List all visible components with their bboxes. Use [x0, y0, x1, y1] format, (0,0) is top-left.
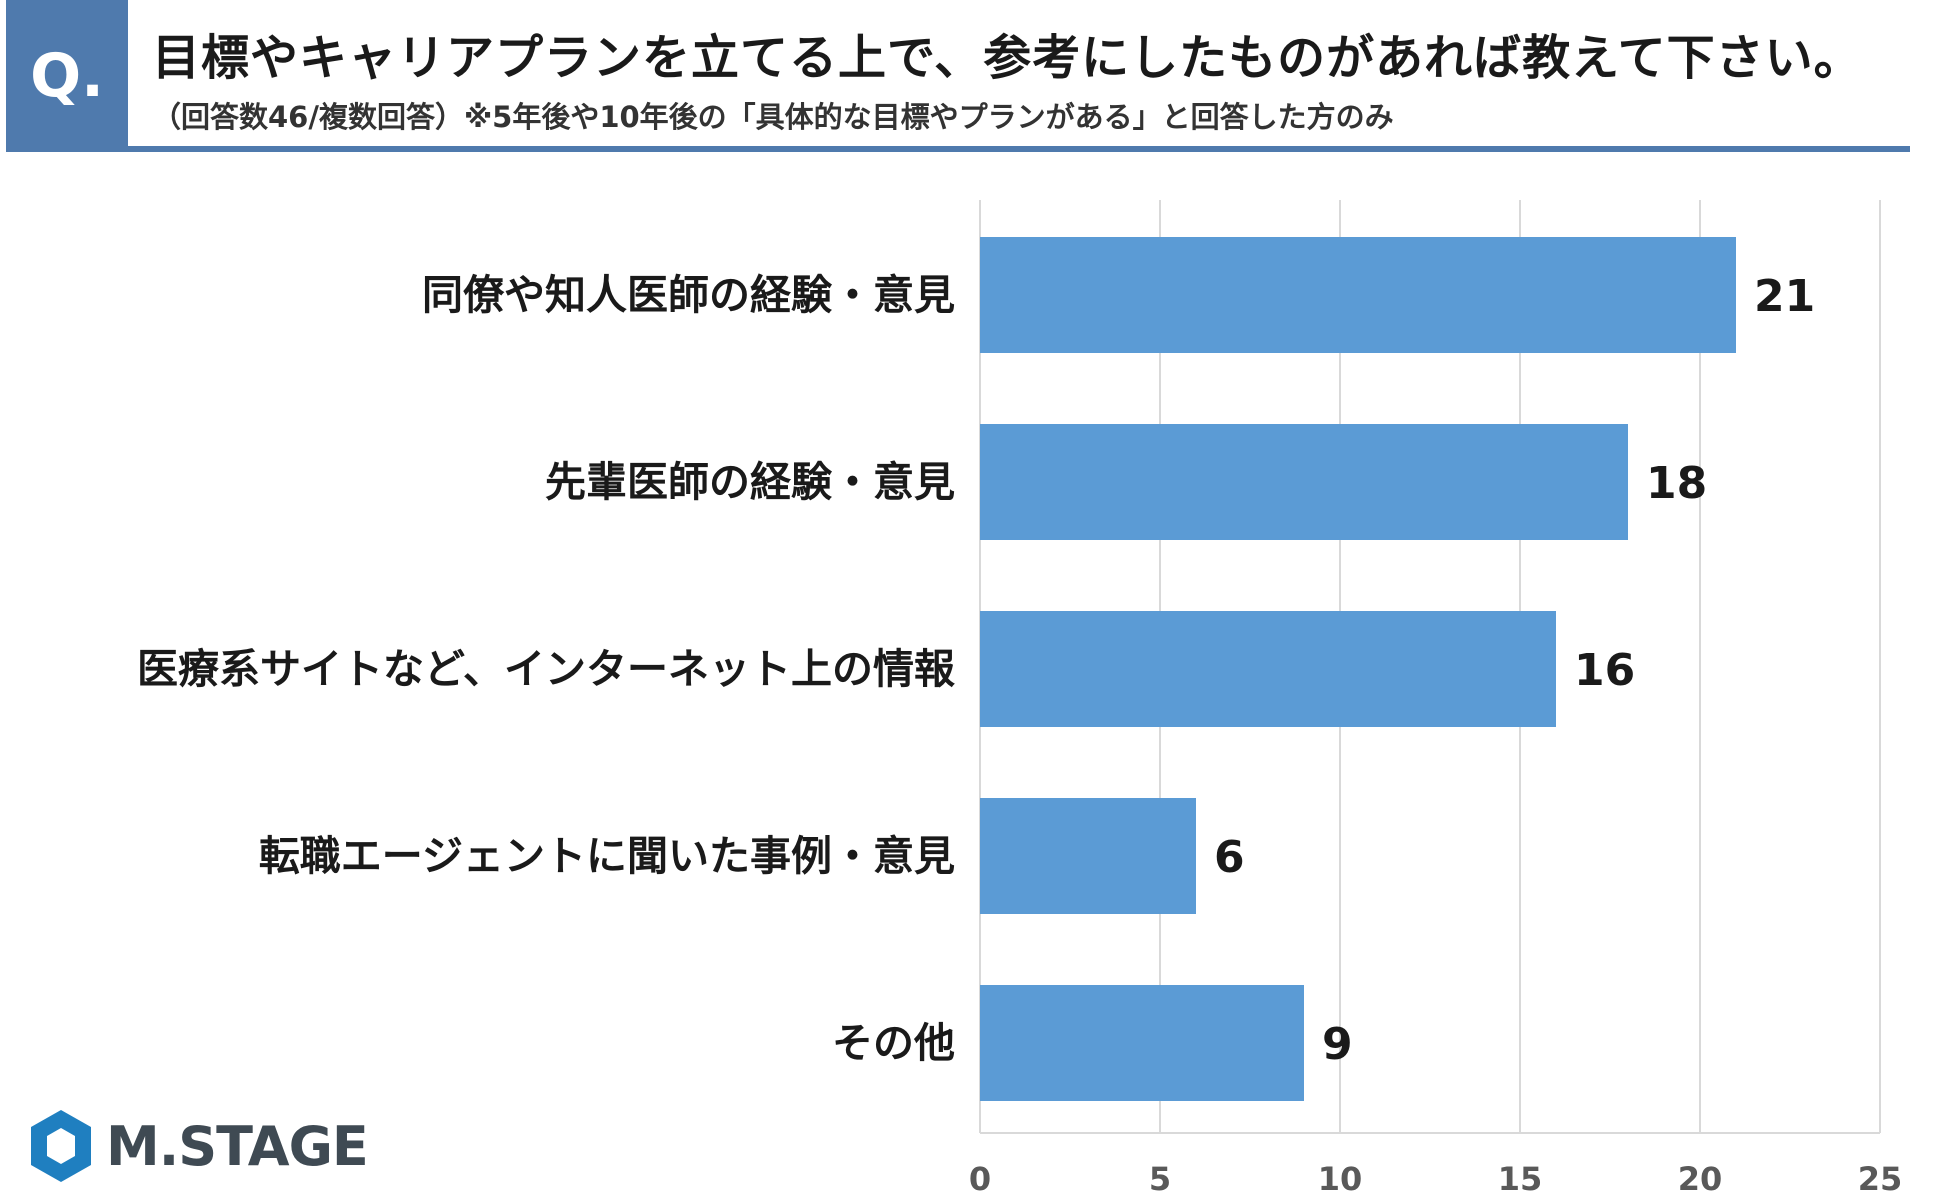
x-tick-label: 0: [969, 1160, 991, 1192]
data-label: 16: [1574, 645, 1635, 696]
brand-logo: M.STAGE: [28, 1108, 369, 1184]
category-label: その他: [832, 1019, 955, 1067]
bar: [980, 611, 1556, 727]
category-label: 転職エージェントに聞いた事例・意見: [259, 832, 955, 880]
x-tick-label: 25: [1858, 1160, 1903, 1192]
bar: [980, 985, 1304, 1101]
data-label: 9: [1322, 1019, 1353, 1070]
data-label: 6: [1214, 832, 1245, 883]
x-tick-label: 20: [1678, 1160, 1723, 1192]
data-label: 21: [1754, 271, 1815, 322]
category-label: 先輩医師の経験・意見: [545, 458, 955, 506]
question-badge: Q.: [6, 0, 128, 152]
x-tick-label: 10: [1318, 1160, 1363, 1192]
category-label: 医療系サイトなど、インターネット上の情報: [137, 645, 955, 693]
bar: [980, 424, 1628, 540]
page-subtitle: （回答数46/複数回答）※5年後や10年後の「具体的な目標やプランがある」と回答…: [152, 100, 1394, 134]
category-label: 同僚や知人医師の経験・意見: [422, 271, 955, 319]
x-tick-label: 15: [1498, 1160, 1543, 1192]
page-title: 目標やキャリアプランを立てる上で、参考にしたものがあれば教えて下さい。: [152, 30, 1863, 86]
bar: [980, 237, 1736, 353]
bar: [980, 798, 1196, 914]
data-label: 18: [1646, 458, 1707, 509]
hexagon-logo-icon: [31, 1110, 91, 1182]
x-tick-label: 5: [1149, 1160, 1171, 1192]
logo-text: M.STAGE: [106, 1114, 369, 1178]
header-divider: [128, 146, 1910, 152]
